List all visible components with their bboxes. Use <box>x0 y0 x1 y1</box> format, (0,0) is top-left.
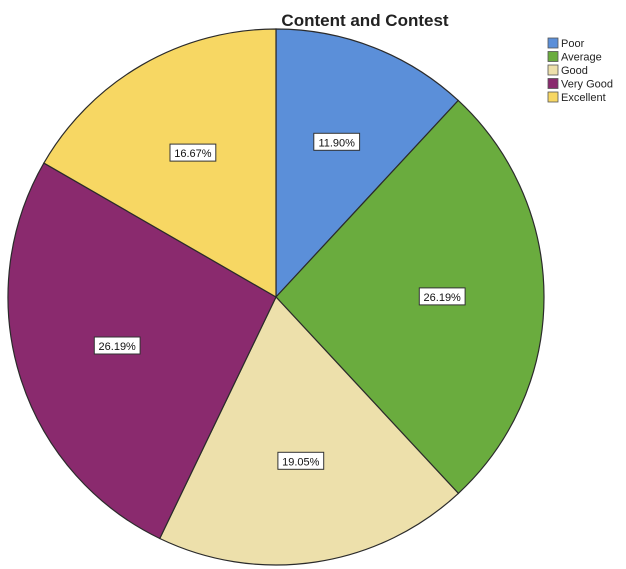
pie-slice-average <box>275 99 545 495</box>
legend-item-good: Good <box>547 64 588 77</box>
pie-slice-very-good <box>7 162 277 540</box>
data-label-box <box>313 132 361 151</box>
data-labels: 11.90% 26.19% 19.05% 26.19% 16.67% <box>93 132 466 470</box>
legend-item-average: Average <box>547 51 602 64</box>
legend-label: Poor <box>561 38 585 50</box>
legend-label: Very Good <box>561 79 613 91</box>
legend-label: Good <box>561 65 588 77</box>
data-label-average: 26.19% <box>418 287 466 306</box>
pie-slices <box>7 28 545 566</box>
legend-item-excellent: Excellent <box>547 91 606 104</box>
pie-slice-excellent <box>43 28 277 299</box>
data-label-text: 26.19% <box>99 341 137 353</box>
pie-slice-poor <box>275 28 460 299</box>
legend-swatch <box>547 37 559 49</box>
legend-swatch <box>547 78 559 89</box>
data-label-excellent: 16.67% <box>169 143 217 162</box>
data-label-text: 19.05% <box>282 456 320 468</box>
data-label-text: 11.90% <box>318 137 355 149</box>
legend-item-poor: Poor <box>547 37 585 50</box>
legend-swatch <box>547 64 559 76</box>
data-label-text: 16.67% <box>174 148 212 160</box>
pie-slice-good <box>158 295 460 566</box>
data-label-very-good: 26.19% <box>93 336 141 355</box>
legend-label: Average <box>561 52 602 64</box>
data-label-box <box>93 336 141 355</box>
data-label-box <box>418 287 466 306</box>
data-label-box <box>169 143 217 162</box>
legend-swatch <box>547 91 559 103</box>
legend-swatch <box>547 51 559 62</box>
data-label-text: 26.19% <box>424 292 462 304</box>
chart-title: Content and Contest <box>281 11 448 30</box>
legend-label: Excellent <box>561 92 606 104</box>
legend-item-very-good: Very Good <box>547 78 613 91</box>
data-label-good: 19.05% <box>277 451 325 470</box>
data-label-box <box>277 451 325 470</box>
data-label-poor: 11.90% <box>313 132 361 151</box>
